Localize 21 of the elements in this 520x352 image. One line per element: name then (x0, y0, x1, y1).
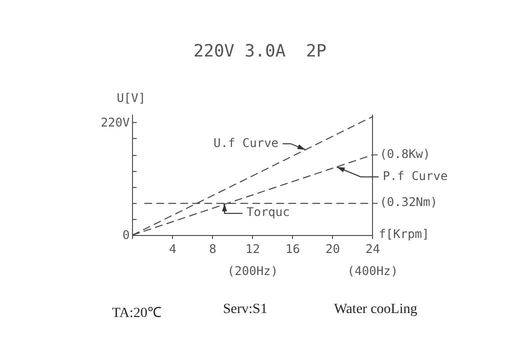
x-tick-label: 24 (365, 242, 380, 256)
x-tick-label: 16 (285, 242, 300, 256)
series-label: U.f Curve (214, 136, 279, 150)
x-tick-label: 8 (209, 242, 216, 256)
text: Serv:S1 (223, 302, 268, 318)
annotation: (0.8Kw) (380, 146, 430, 161)
x2-tick-label: (200Hz) (227, 264, 278, 278)
x-tick-label: 4 (169, 242, 176, 256)
y-axis-title: U[V] (116, 91, 146, 105)
text: Water cooLing (334, 302, 418, 318)
y-tick-label: 220V (100, 116, 130, 130)
x-tick-label: 20 (325, 242, 340, 256)
annotation: (0.32Nm) (380, 195, 438, 210)
chart-title: 220V 3.0A 2P (193, 42, 327, 62)
x-tick-label: 12 (245, 242, 260, 256)
y-tick-label: 0 (122, 228, 130, 242)
series-label: Torquc (246, 205, 290, 220)
x-axis-title: f[Krpm] (378, 227, 430, 241)
series-label: P.f Curve (382, 168, 448, 183)
x2-tick-label: (400Hz) (347, 264, 398, 278)
text: TA:20℃ (112, 305, 162, 322)
